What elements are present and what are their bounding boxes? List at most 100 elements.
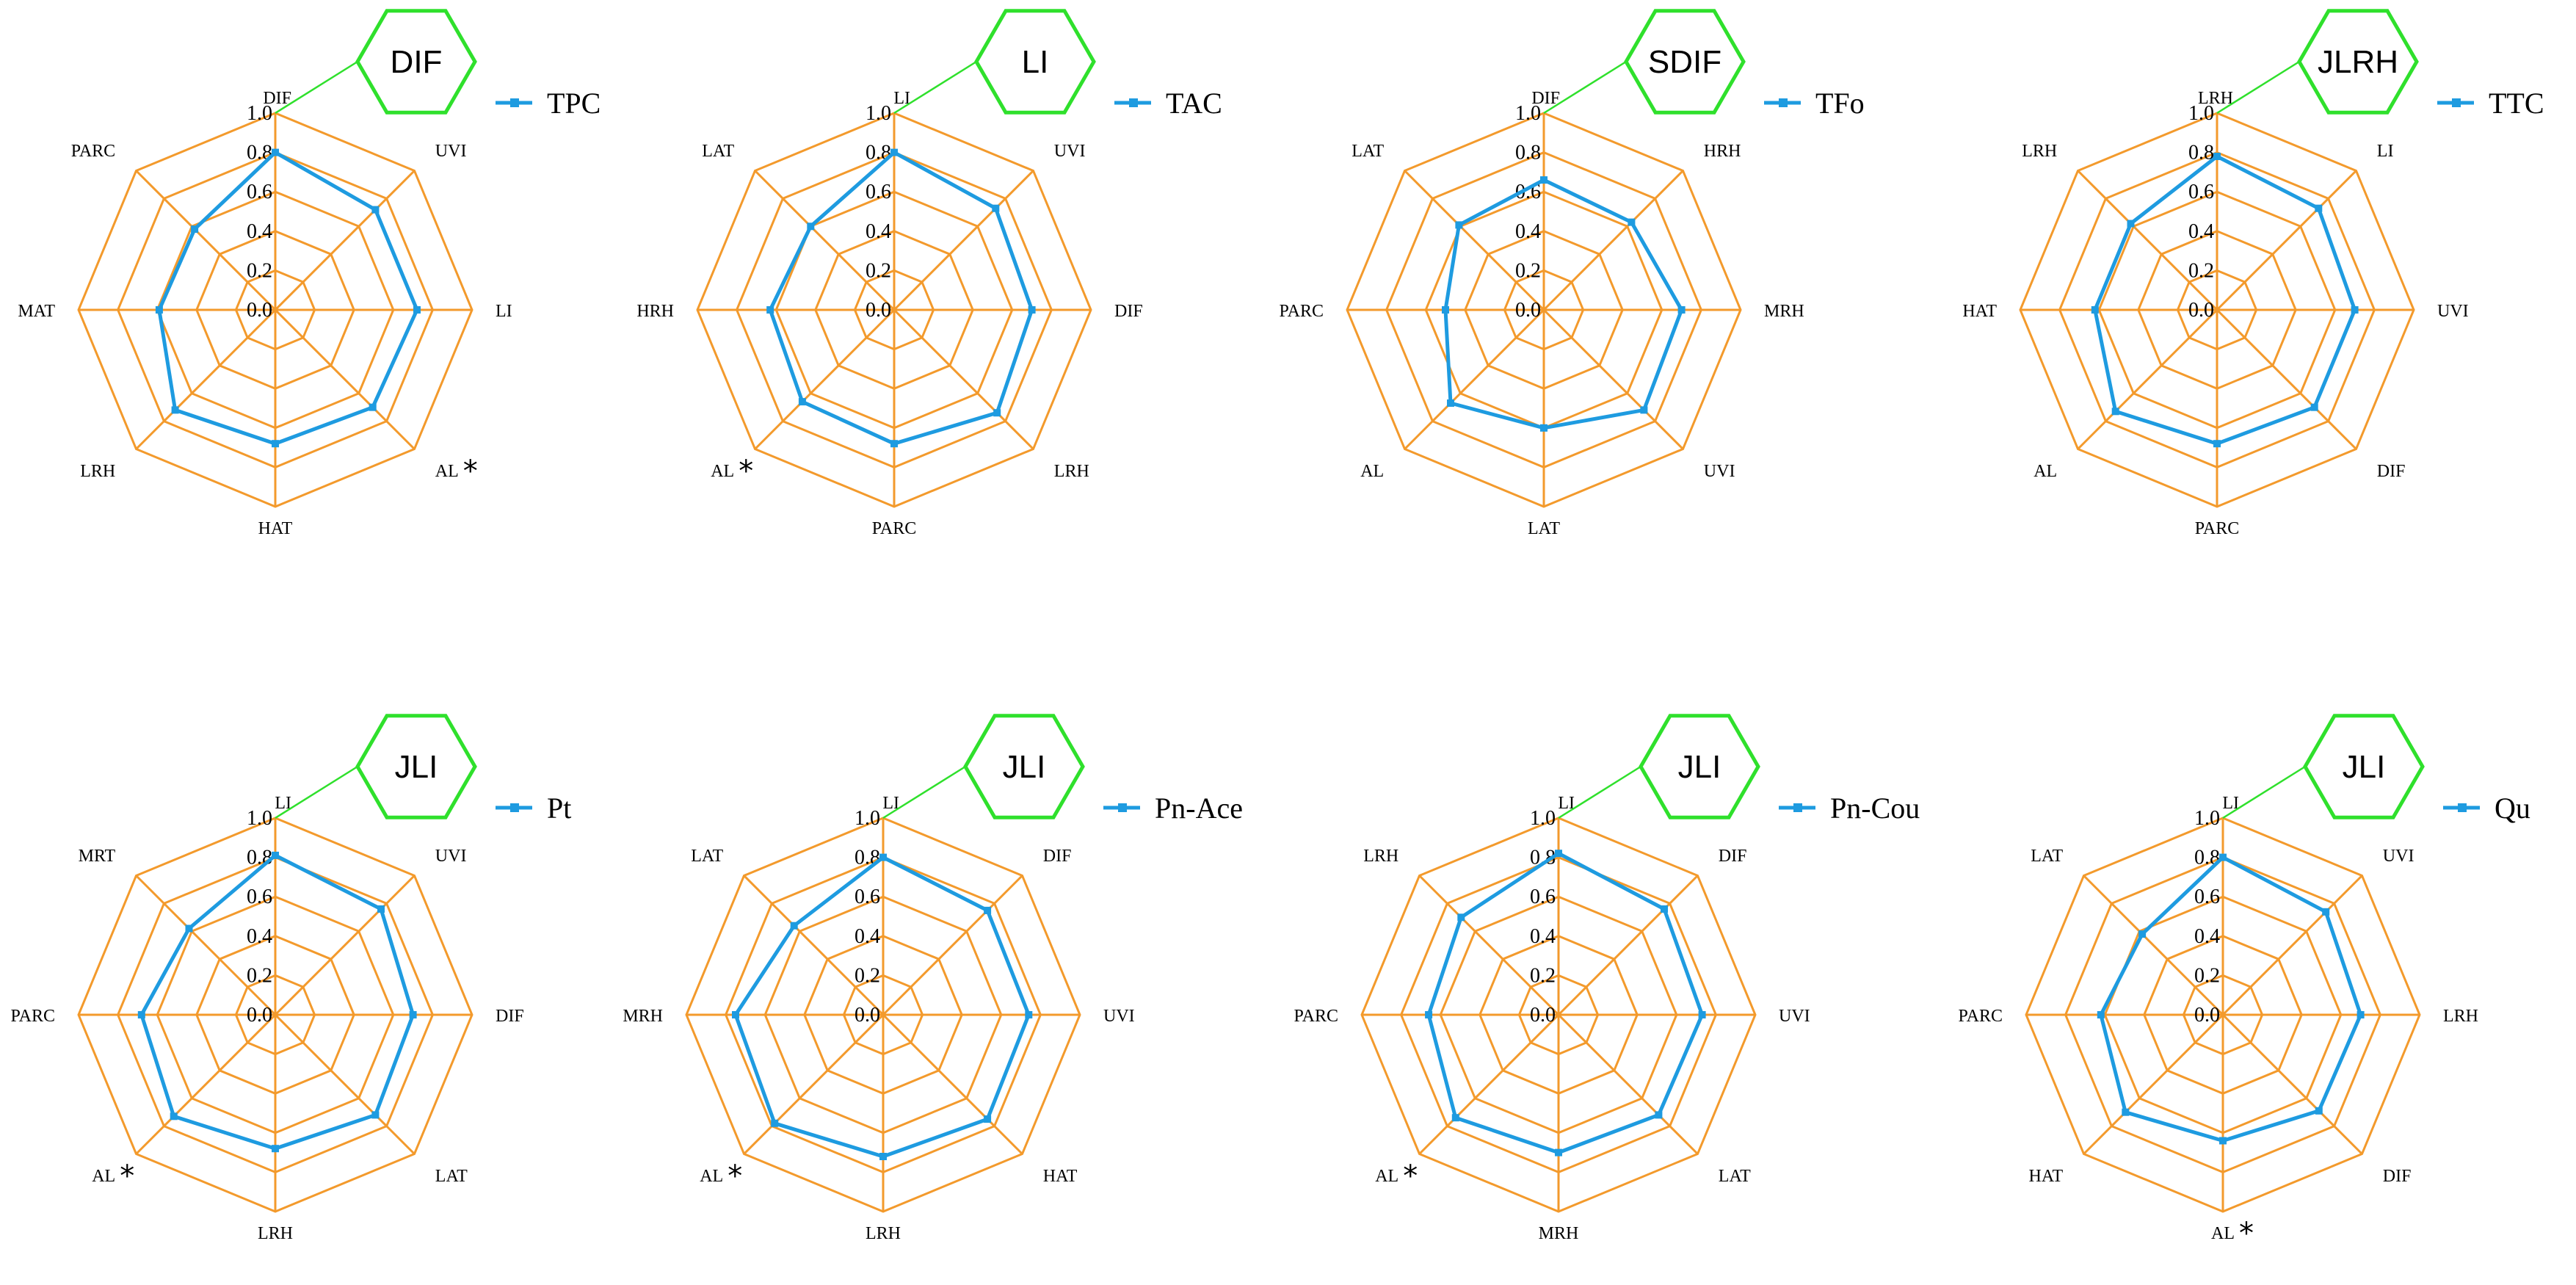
- axis-label: LAT: [702, 142, 734, 161]
- axis-label: DIF: [2377, 462, 2406, 481]
- axis-label: AL: [1360, 462, 1384, 481]
- radar-chart: 0.0 0.2 0.4 0.6 0.8 1.0LI DIF UVI HAT LRH AL * MRH LA…: [623, 714, 1243, 1243]
- grid-spoke: [2083, 1013, 2224, 1155]
- axis-label: AL: [711, 462, 734, 481]
- grid-spoke: [882, 875, 1023, 1016]
- axis-label: HAT: [1043, 1167, 1078, 1186]
- legend: TPC: [496, 87, 601, 120]
- data-point: [984, 1115, 992, 1123]
- axis-label: HAT: [258, 519, 293, 538]
- axis-label: UVI: [2437, 302, 2469, 321]
- badge-connector: [1543, 60, 1627, 115]
- tick-label: 0.2: [866, 259, 891, 282]
- hexagon-icon: [1624, 9, 1746, 115]
- data-point: [170, 1112, 178, 1121]
- badge-label: JLI: [1003, 749, 1046, 785]
- axis-label: AL: [2211, 1224, 2235, 1243]
- axis-label: UVI: [1779, 1007, 1810, 1026]
- axis-label: LAT: [2031, 847, 2063, 866]
- axis-label: DIF: [1114, 302, 1143, 321]
- axis-label: LRH: [866, 1224, 901, 1243]
- legend-label: Pn-Ace: [1155, 792, 1243, 825]
- data-point: [1698, 1011, 1706, 1018]
- axis-label: LAT: [1352, 142, 1384, 161]
- data-point: [1555, 1148, 1562, 1156]
- data-point: [2219, 853, 2227, 861]
- tick-label: 1.0: [247, 102, 272, 125]
- data-point: [272, 1145, 279, 1153]
- significance-star: *: [1403, 1159, 1418, 1193]
- radar-chart: 0.00.20.40.60.81.0DIFHRHMRHUVILATALPARCL…: [1280, 9, 1865, 538]
- square-marker-icon: [2452, 98, 2461, 107]
- axis-label: LRH: [2198, 89, 2233, 108]
- badge-label: JLI: [395, 749, 438, 785]
- data-point: [1677, 306, 1686, 314]
- tick-label: 0.0: [1530, 1004, 1556, 1027]
- axis-label: LI: [1558, 794, 1575, 813]
- data-point: [790, 922, 798, 930]
- axis-label: LRH: [2022, 142, 2057, 161]
- square-marker-icon: [1129, 98, 1138, 107]
- axis-label: PARC: [1280, 302, 1324, 321]
- axis-label: DIF: [496, 1007, 524, 1026]
- tick-label: 0.4: [855, 925, 880, 948]
- data-point: [732, 1011, 739, 1018]
- grid-spoke: [135, 308, 277, 450]
- axis-label: UVI: [1054, 142, 1086, 161]
- radar-chart: 0.0 0.2 0.4 0.6 0.8 1.0LI UVI DIF LAT LRH AL * PARC M…: [11, 714, 571, 1243]
- tick-label: 0.2: [2188, 259, 2214, 282]
- significance-star: *: [739, 455, 753, 488]
- axis-label: DIF: [2383, 1167, 2412, 1186]
- tick-label: 0.4: [1515, 220, 1541, 243]
- axis-label: MRH: [1539, 1224, 1579, 1243]
- badge-connector: [275, 765, 358, 819]
- tick-label: 0.6: [1530, 886, 1556, 908]
- badge-connector: [2222, 765, 2306, 819]
- axis-label: PARC: [1959, 1007, 2003, 1026]
- square-marker-icon: [1793, 803, 1802, 812]
- tick-label: 0.8: [247, 847, 272, 869]
- legend-label: TTC: [2489, 87, 2544, 120]
- data-point: [984, 906, 992, 914]
- axis-label: LI: [882, 794, 899, 813]
- tick-label: 1.0: [1530, 807, 1556, 830]
- axis-label: UVI: [2383, 847, 2414, 866]
- significance-star: *: [728, 1159, 742, 1193]
- data-point: [191, 225, 199, 234]
- badge-label: JLI: [1678, 749, 1721, 785]
- hexagon-icon: [2297, 9, 2419, 115]
- tick-label: 0.4: [247, 220, 272, 243]
- axis-label: PARC: [872, 519, 917, 538]
- tick-label: 0.2: [2194, 964, 2220, 987]
- square-marker-icon: [510, 98, 519, 107]
- hexagon-icon: [963, 714, 1085, 819]
- data-point: [1661, 905, 1668, 913]
- tick-label: 0.2: [1515, 259, 1541, 282]
- badge-connector: [893, 60, 977, 115]
- axis-label: LRH: [258, 1224, 293, 1243]
- data-point: [890, 440, 898, 448]
- data-point: [1540, 176, 1548, 184]
- data-point: [413, 306, 421, 314]
- badge-connector: [2216, 60, 2300, 115]
- tick-label: 1.0: [2188, 102, 2214, 125]
- grid-spoke: [2216, 170, 2357, 311]
- data-point: [377, 905, 385, 913]
- axis-label: LRH: [1054, 462, 1089, 481]
- axis-label: LAT: [1528, 519, 1560, 538]
- data-point: [272, 148, 279, 156]
- grid-spoke: [893, 170, 1034, 311]
- data-point: [371, 206, 380, 214]
- axis-label: HAT: [2029, 1167, 2064, 1186]
- tick-label: 0.0: [855, 1004, 880, 1027]
- data-point: [272, 440, 279, 448]
- grid-spoke: [135, 875, 277, 1016]
- legend-label: Pn-Cou: [1830, 792, 1920, 825]
- tick-label: 0.0: [2194, 1004, 2220, 1027]
- data-point: [137, 1011, 145, 1018]
- grid-spoke: [1418, 875, 1560, 1016]
- axis-label: LI: [2377, 142, 2394, 161]
- tick-label: 0.0: [247, 299, 272, 322]
